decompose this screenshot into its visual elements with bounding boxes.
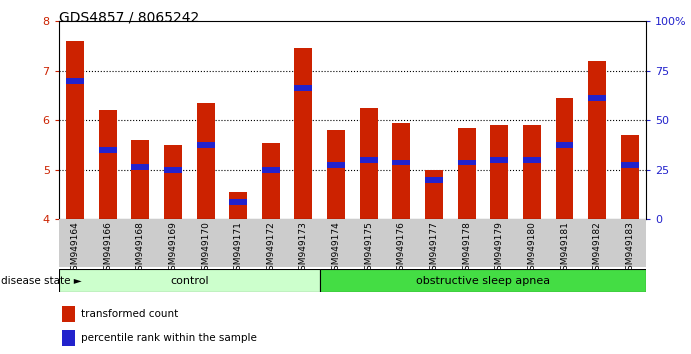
Bar — [621, 135, 638, 219]
Bar — [491, 125, 508, 219]
Bar — [294, 85, 312, 91]
Text: GSM949178: GSM949178 — [462, 221, 471, 276]
Bar — [588, 95, 606, 101]
Bar — [66, 78, 84, 84]
Bar — [327, 130, 345, 219]
Bar — [352, 219, 385, 267]
Bar — [197, 103, 214, 219]
Bar — [222, 219, 254, 267]
Bar — [131, 140, 149, 219]
Text: GSM949175: GSM949175 — [364, 221, 373, 276]
Bar — [189, 219, 222, 267]
Bar — [99, 147, 117, 153]
Bar — [254, 219, 287, 267]
Bar — [91, 219, 124, 267]
Bar — [581, 219, 614, 267]
Text: transformed count: transformed count — [82, 309, 178, 319]
Text: GSM949166: GSM949166 — [103, 221, 112, 276]
Bar — [385, 219, 417, 267]
Bar — [548, 219, 581, 267]
Text: GSM949171: GSM949171 — [234, 221, 243, 276]
Bar — [62, 330, 75, 346]
Bar — [523, 125, 541, 219]
Bar — [262, 167, 280, 173]
Text: GSM949176: GSM949176 — [397, 221, 406, 276]
Bar — [320, 269, 646, 292]
Bar — [360, 108, 378, 219]
Bar — [360, 157, 378, 163]
Bar — [392, 160, 410, 165]
Bar — [556, 98, 574, 219]
Text: GSM949173: GSM949173 — [299, 221, 308, 276]
Text: GSM949168: GSM949168 — [136, 221, 145, 276]
Bar — [483, 219, 515, 267]
Text: GSM949179: GSM949179 — [495, 221, 504, 276]
Bar — [425, 170, 443, 219]
Bar — [451, 219, 483, 267]
Text: GSM949183: GSM949183 — [625, 221, 634, 276]
Text: GDS4857 / 8065242: GDS4857 / 8065242 — [59, 11, 199, 25]
Text: GSM949172: GSM949172 — [266, 221, 275, 276]
Bar — [491, 157, 508, 163]
Bar — [523, 157, 541, 163]
Bar — [417, 219, 451, 267]
Bar — [197, 142, 214, 148]
Bar — [59, 269, 320, 292]
Bar — [131, 165, 149, 170]
Bar — [425, 177, 443, 183]
Bar — [262, 143, 280, 219]
Bar — [59, 219, 91, 267]
Bar — [124, 219, 157, 267]
Text: percentile rank within the sample: percentile rank within the sample — [82, 332, 257, 343]
Bar — [621, 162, 638, 168]
Bar — [99, 110, 117, 219]
Bar — [392, 123, 410, 219]
Bar — [164, 167, 182, 173]
Bar — [457, 160, 475, 165]
Bar — [457, 128, 475, 219]
Bar — [294, 48, 312, 219]
Bar — [515, 219, 548, 267]
Text: obstructive sleep apnea: obstructive sleep apnea — [416, 275, 550, 286]
Text: GSM949180: GSM949180 — [527, 221, 536, 276]
Text: GSM949164: GSM949164 — [70, 221, 79, 276]
Bar — [157, 219, 189, 267]
Bar — [556, 142, 574, 148]
Bar — [229, 192, 247, 219]
Bar — [327, 162, 345, 168]
Bar — [287, 219, 320, 267]
Text: disease state ►: disease state ► — [1, 275, 82, 286]
Bar — [320, 219, 352, 267]
Bar — [164, 145, 182, 219]
Text: GSM949177: GSM949177 — [430, 221, 439, 276]
Bar — [229, 199, 247, 205]
Text: GSM949182: GSM949182 — [593, 221, 602, 276]
Bar — [66, 41, 84, 219]
Text: GSM949170: GSM949170 — [201, 221, 210, 276]
Bar — [588, 61, 606, 219]
Bar — [62, 306, 75, 322]
Text: GSM949174: GSM949174 — [332, 221, 341, 276]
Bar — [614, 219, 646, 267]
Text: GSM949169: GSM949169 — [169, 221, 178, 276]
Text: control: control — [170, 275, 209, 286]
Text: GSM949181: GSM949181 — [560, 221, 569, 276]
